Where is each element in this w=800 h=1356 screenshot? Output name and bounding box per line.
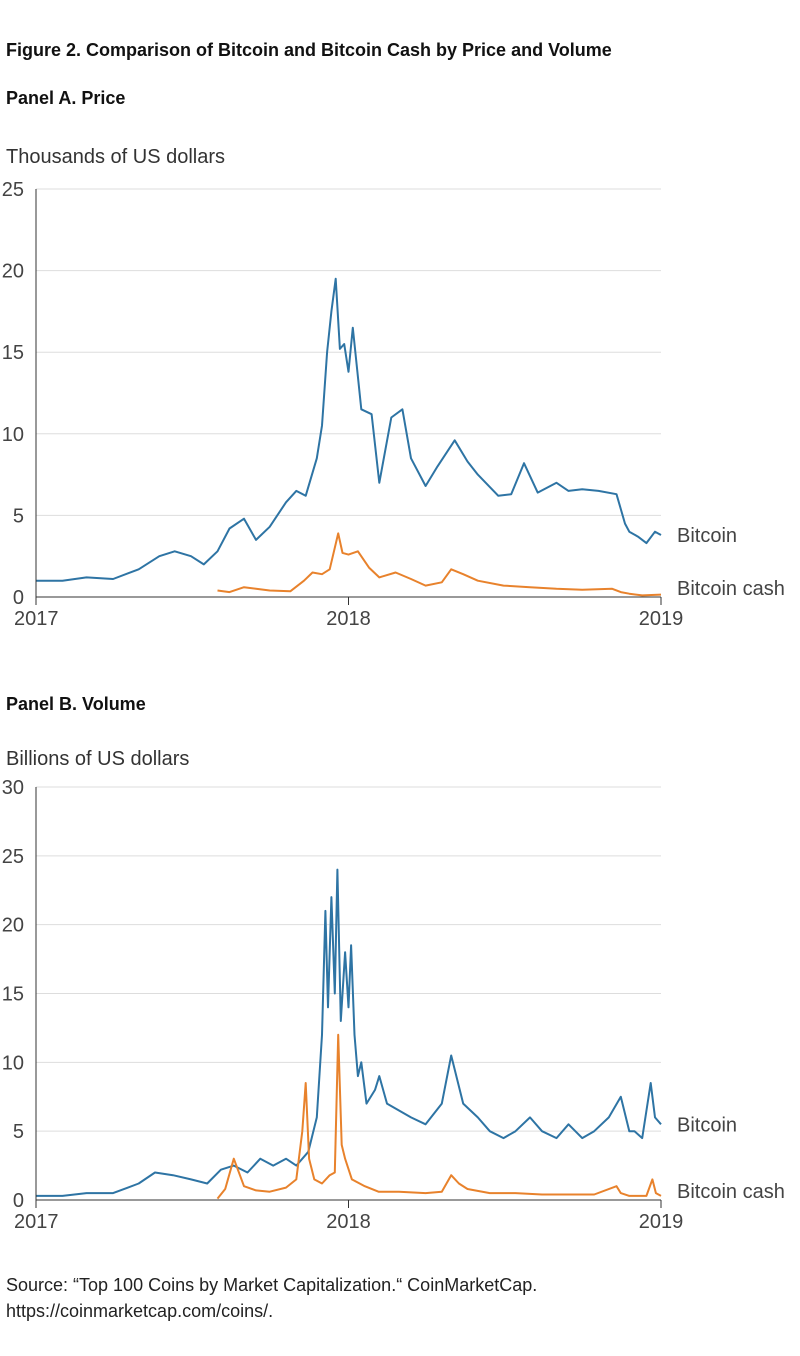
price-y-tick-20: 20 — [2, 261, 24, 283]
price-x-tick-2017: 2017 — [14, 608, 59, 630]
volume-series-labels: Bitcoin Bitcoin cash — [677, 1114, 785, 1203]
price-y-tick-25: 25 — [2, 179, 24, 201]
price-y-tick-5: 5 — [13, 505, 24, 527]
panel-b-title: Panel B. Volume — [6, 694, 146, 714]
volume-y-tick-0: 0 — [13, 1190, 24, 1212]
source-line-1: Source: “Top 100 Coins by Market Capital… — [6, 1275, 538, 1295]
volume-chart: Billions of US dollars 0 5 10 15 20 25 30 2017… — [2, 748, 785, 1233]
source-line-2: https://coinmarketcap.com/coins/. — [6, 1301, 274, 1321]
volume-series — [36, 868, 662, 1200]
volume-x-tick-2018: 2018 — [326, 1211, 371, 1233]
price-y-ticks: 0 5 10 15 20 25 — [2, 179, 24, 609]
volume-y-tick-20: 20 — [2, 915, 24, 937]
volume-label-bitcoin-cash: Bitcoin cash — [677, 1181, 785, 1203]
volume-y-tick-25: 25 — [2, 846, 24, 868]
volume-ylabel: Billions of US dollars — [6, 748, 189, 770]
price-y-tick-0: 0 — [13, 587, 24, 609]
figure-title: Figure 2. Comparison of Bitcoin and Bitc… — [6, 40, 612, 60]
price-x-ticks: 2017 2018 2019 — [14, 597, 683, 630]
price-y-tick-10: 10 — [2, 424, 24, 446]
volume-x-tick-2017: 2017 — [14, 1211, 59, 1233]
price-label-bitcoin: Bitcoin — [677, 525, 737, 547]
price-series — [36, 277, 662, 597]
price-gridlines — [36, 188, 661, 516]
volume-gridlines — [36, 786, 661, 1132]
volume-line-bitcoin — [36, 868, 662, 1197]
price-y-tick-15: 15 — [2, 342, 24, 364]
panel-a-title: Panel A. Price — [6, 88, 126, 108]
price-x-tick-2019: 2019 — [639, 608, 684, 630]
price-line-bitcoin — [36, 277, 662, 582]
volume-y-tick-5: 5 — [13, 1121, 24, 1143]
volume-x-ticks: 2017 2018 2019 — [14, 1200, 683, 1233]
volume-label-bitcoin: Bitcoin — [677, 1114, 737, 1136]
price-line-bitcoin-cash — [217, 532, 662, 597]
volume-y-tick-30: 30 — [2, 777, 24, 799]
volume-line-bitcoin-cash — [216, 1033, 662, 1200]
source-note: Source: “Top 100 Coins by Market Capital… — [6, 1272, 786, 1324]
volume-y-ticks: 0 5 10 15 20 25 30 — [2, 777, 24, 1212]
price-series-labels: Bitcoin Bitcoin cash — [677, 525, 785, 600]
price-ylabel: Thousands of US dollars — [6, 146, 225, 168]
volume-x-tick-2019: 2019 — [639, 1211, 684, 1233]
volume-y-tick-10: 10 — [2, 1052, 24, 1074]
volume-y-tick-15: 15 — [2, 984, 24, 1006]
price-label-bitcoin-cash: Bitcoin cash — [677, 578, 785, 600]
price-x-tick-2018: 2018 — [326, 608, 371, 630]
